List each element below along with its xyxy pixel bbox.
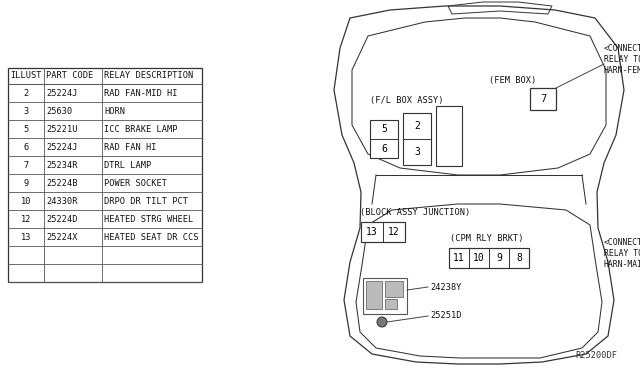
Text: 8: 8 — [516, 253, 522, 263]
Text: 13: 13 — [366, 227, 378, 237]
Text: <CONNECT
RELAY TO
HARN-FEM>: <CONNECT RELAY TO HARN-FEM> — [604, 44, 640, 75]
Text: 6: 6 — [381, 144, 387, 154]
Text: RAD FAN-MID HI: RAD FAN-MID HI — [104, 89, 177, 97]
Bar — [385, 281, 403, 297]
Text: 25224X: 25224X — [46, 232, 77, 241]
Text: 10: 10 — [473, 253, 485, 263]
Text: <CONNECT
RELAY TO
HARN-MAIN>: <CONNECT RELAY TO HARN-MAIN> — [604, 238, 640, 269]
Text: 2: 2 — [24, 89, 29, 97]
Text: 3: 3 — [414, 147, 420, 157]
Text: 11: 11 — [453, 253, 465, 263]
Text: DTRL LAMP: DTRL LAMP — [104, 160, 151, 170]
Text: 25630: 25630 — [46, 106, 72, 115]
Text: 25224B: 25224B — [46, 179, 77, 187]
Text: 25251D: 25251D — [430, 311, 461, 321]
Text: 12: 12 — [20, 215, 31, 224]
Text: 5: 5 — [24, 125, 29, 134]
Text: PART CODE: PART CODE — [46, 71, 93, 80]
Text: HEATED SEAT DR CCS: HEATED SEAT DR CCS — [104, 232, 198, 241]
Circle shape — [377, 317, 387, 327]
Text: 25234R: 25234R — [46, 160, 77, 170]
Text: HORN: HORN — [104, 106, 125, 115]
Text: 9: 9 — [24, 179, 29, 187]
Text: POWER SOCKET: POWER SOCKET — [104, 179, 167, 187]
Text: 7: 7 — [24, 160, 29, 170]
Text: HEATED STRG WHEEL: HEATED STRG WHEEL — [104, 215, 193, 224]
Text: 25224J: 25224J — [46, 89, 77, 97]
Bar — [436, 106, 462, 166]
Text: (FEM BOX): (FEM BOX) — [489, 77, 536, 86]
Bar — [385, 299, 397, 309]
Bar — [530, 88, 556, 110]
Text: RELAY DESCRIPTION: RELAY DESCRIPTION — [104, 71, 193, 80]
Text: RAD FAN HI: RAD FAN HI — [104, 142, 157, 151]
Text: 10: 10 — [20, 196, 31, 205]
Text: 25221U: 25221U — [46, 125, 77, 134]
Text: 24238Y: 24238Y — [430, 282, 461, 292]
Text: 6: 6 — [24, 142, 29, 151]
Text: 5: 5 — [381, 125, 387, 135]
Text: (CPM RLY BRKT): (CPM RLY BRKT) — [450, 234, 524, 243]
Text: 25224D: 25224D — [46, 215, 77, 224]
Bar — [403, 113, 431, 165]
Text: 12: 12 — [388, 227, 400, 237]
Text: 25224J: 25224J — [46, 142, 77, 151]
Text: DRPO DR TILT PCT: DRPO DR TILT PCT — [104, 196, 188, 205]
Text: ILLUST: ILLUST — [10, 71, 42, 80]
Bar — [449, 248, 529, 268]
Text: (BLOCK ASSY JUNCTION): (BLOCK ASSY JUNCTION) — [360, 208, 470, 217]
Bar — [366, 281, 382, 309]
Text: R25200DF: R25200DF — [575, 350, 617, 359]
Text: 13: 13 — [20, 232, 31, 241]
Text: 7: 7 — [540, 94, 546, 104]
Bar — [363, 278, 407, 314]
Bar — [361, 222, 405, 242]
Text: 2: 2 — [414, 121, 420, 131]
Text: (F/L BOX ASSY): (F/L BOX ASSY) — [370, 96, 444, 105]
Text: 9: 9 — [496, 253, 502, 263]
Bar — [370, 120, 398, 158]
Text: ICC BRAKE LAMP: ICC BRAKE LAMP — [104, 125, 177, 134]
Bar — [8, 68, 202, 282]
Text: 3: 3 — [24, 106, 29, 115]
Text: 24330R: 24330R — [46, 196, 77, 205]
